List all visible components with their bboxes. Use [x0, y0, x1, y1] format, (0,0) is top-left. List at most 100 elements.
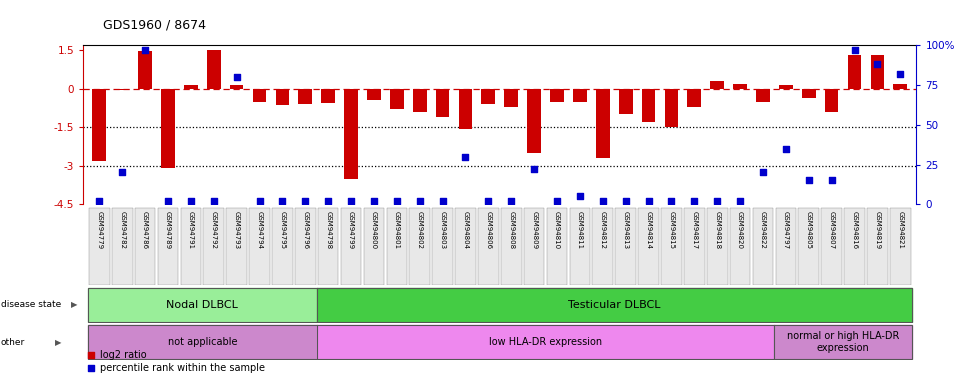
Bar	[573, 89, 587, 102]
Bar	[436, 89, 450, 117]
FancyBboxPatch shape	[478, 209, 499, 285]
FancyBboxPatch shape	[226, 209, 247, 285]
Bar	[642, 89, 656, 122]
Point	[801, 177, 816, 183]
Point	[274, 198, 290, 204]
Bar	[757, 89, 770, 102]
Point	[82, 366, 98, 372]
Text: GSM94810: GSM94810	[554, 211, 560, 249]
Bar	[664, 89, 678, 127]
Text: not applicable: not applicable	[168, 337, 237, 347]
Text: GSM94801: GSM94801	[394, 211, 400, 249]
Bar	[92, 89, 106, 160]
Point	[732, 198, 748, 204]
Point	[115, 170, 130, 176]
Point	[686, 198, 702, 204]
FancyBboxPatch shape	[89, 209, 110, 285]
Point	[526, 166, 542, 172]
FancyBboxPatch shape	[204, 209, 224, 285]
Bar	[390, 89, 404, 109]
Point	[458, 154, 473, 160]
Bar	[299, 89, 313, 104]
Point	[389, 198, 405, 204]
Text: other: other	[1, 338, 25, 346]
Point	[869, 61, 885, 67]
Point	[183, 198, 199, 204]
Point	[710, 198, 725, 204]
Text: GSM94798: GSM94798	[325, 211, 331, 249]
Text: GSM94799: GSM94799	[348, 211, 354, 249]
Point	[549, 198, 564, 204]
FancyBboxPatch shape	[753, 209, 773, 285]
Bar	[505, 89, 518, 107]
FancyBboxPatch shape	[569, 209, 590, 285]
FancyBboxPatch shape	[775, 209, 796, 285]
Point	[82, 352, 98, 358]
FancyBboxPatch shape	[112, 209, 132, 285]
Bar	[733, 84, 747, 89]
Point	[91, 198, 107, 204]
Bar	[253, 89, 267, 102]
Point	[228, 74, 244, 80]
Point	[480, 198, 496, 204]
Text: GSM94811: GSM94811	[577, 211, 583, 249]
FancyBboxPatch shape	[593, 209, 613, 285]
Bar	[870, 55, 884, 89]
Text: GSM94814: GSM94814	[646, 211, 652, 249]
Point	[824, 177, 840, 183]
FancyBboxPatch shape	[386, 209, 407, 285]
Text: GDS1960 / 8674: GDS1960 / 8674	[103, 19, 206, 32]
Text: GSM94813: GSM94813	[622, 211, 628, 249]
FancyBboxPatch shape	[364, 209, 384, 285]
Bar	[459, 89, 472, 129]
FancyBboxPatch shape	[844, 209, 864, 285]
FancyBboxPatch shape	[249, 209, 270, 285]
Bar	[825, 89, 839, 112]
Bar	[527, 89, 541, 153]
FancyBboxPatch shape	[662, 209, 682, 285]
FancyBboxPatch shape	[432, 209, 453, 285]
Point	[893, 71, 908, 77]
Text: GSM94822: GSM94822	[760, 211, 766, 249]
Text: ▶: ▶	[55, 338, 62, 346]
Text: GSM94804: GSM94804	[463, 211, 468, 249]
FancyBboxPatch shape	[867, 209, 888, 285]
Text: GSM94791: GSM94791	[188, 211, 194, 249]
Text: Nodal DLBCL: Nodal DLBCL	[167, 300, 238, 310]
Bar	[161, 89, 174, 168]
Bar	[618, 89, 632, 114]
FancyBboxPatch shape	[410, 209, 430, 285]
Bar	[116, 89, 129, 90]
Text: low HLA-DR expression: low HLA-DR expression	[489, 337, 602, 347]
Text: percentile rank within the sample: percentile rank within the sample	[101, 363, 266, 374]
Text: GSM94816: GSM94816	[852, 211, 858, 249]
Text: GSM94815: GSM94815	[668, 211, 674, 249]
Point	[778, 146, 794, 152]
Point	[663, 198, 679, 204]
Text: GSM94817: GSM94817	[691, 211, 698, 249]
Bar	[774, 325, 911, 359]
FancyBboxPatch shape	[890, 209, 910, 285]
Bar	[344, 89, 358, 178]
Text: GSM94779: GSM94779	[96, 211, 102, 249]
FancyBboxPatch shape	[272, 209, 293, 285]
FancyBboxPatch shape	[135, 209, 156, 285]
Point	[367, 198, 382, 204]
Bar	[317, 325, 774, 359]
Text: GSM94786: GSM94786	[142, 211, 148, 249]
Bar	[321, 89, 335, 103]
Point	[595, 198, 611, 204]
Point	[504, 198, 519, 204]
Point	[572, 194, 588, 200]
FancyBboxPatch shape	[501, 209, 521, 285]
Bar	[550, 89, 564, 102]
Text: GSM94808: GSM94808	[509, 211, 514, 249]
FancyBboxPatch shape	[180, 209, 201, 285]
Bar	[802, 89, 815, 98]
Point	[847, 47, 862, 53]
Text: GSM94802: GSM94802	[416, 211, 422, 249]
Text: GSM94818: GSM94818	[714, 211, 720, 249]
Point	[160, 198, 175, 204]
Point	[252, 198, 268, 204]
Bar	[88, 288, 317, 322]
